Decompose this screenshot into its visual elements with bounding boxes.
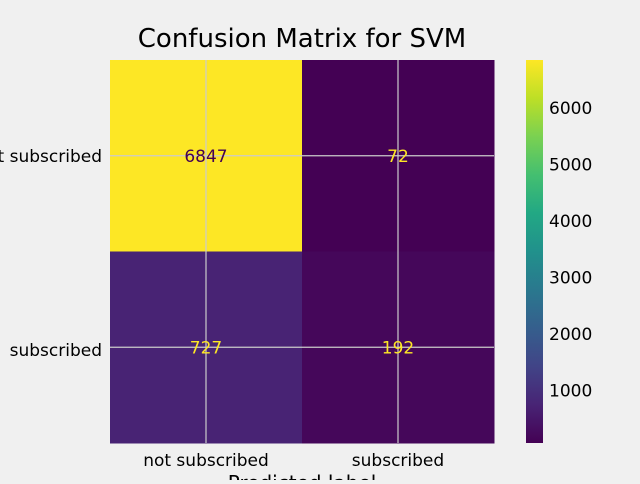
y-tick-label-subscribed: subscribed: [10, 341, 102, 361]
cell-value-label-0-0: 6847: [184, 147, 227, 167]
x-axis-label: Predicted label: [228, 471, 377, 480]
gridlines: [110, 60, 494, 443]
colorbar-tick-label-1000: 1000: [549, 382, 592, 402]
colorbar-tick-label-2000: 2000: [549, 325, 592, 345]
x-tick-label-subscribed: subscribed: [352, 451, 444, 471]
x-tick-labels: not subscribed subscribed: [143, 451, 444, 471]
cell-value-label-1-0: 727: [190, 338, 222, 358]
colorbar-tick-label-4000: 4000: [549, 212, 592, 232]
y-tick-label-not-subscribed: not subscribed: [0, 147, 102, 167]
colorbar: [526, 60, 543, 443]
colorbar-ticks: 1000 2000 3000 4000 5000 6000: [549, 99, 592, 402]
cell-value-label-1-1: 192: [382, 338, 414, 358]
cell-value-label-0-1: 72: [387, 147, 409, 167]
colorbar-tick-label-6000: 6000: [549, 99, 592, 119]
y-tick-labels: not subscribed subscribed: [0, 147, 102, 361]
heatmap-cells: [110, 60, 495, 444]
chart-title: Confusion Matrix for SVM: [138, 24, 466, 54]
x-tick-label-not-subscribed: not subscribed: [143, 451, 269, 471]
colorbar-tick-label-3000: 3000: [549, 268, 592, 288]
cell-value-labels: 6847 72 727 192: [184, 147, 414, 359]
colorbar-tick-label-5000: 5000: [549, 155, 592, 175]
